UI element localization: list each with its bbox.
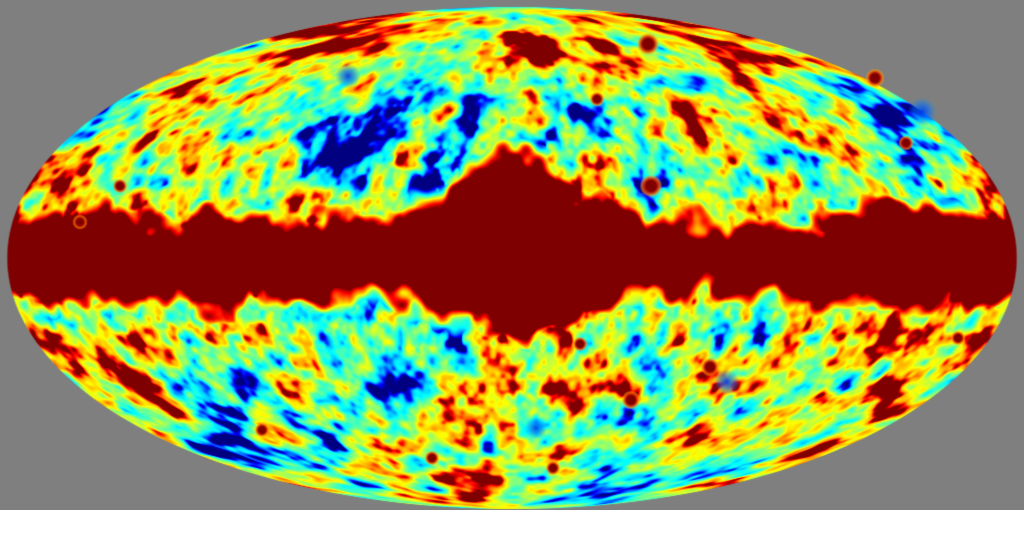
- mollweide-sky-map-canvas: [0, 0, 1024, 510]
- colorbar-strip: -2.1e+02-2.0e+02 2.0e+024.7e+04: [0, 510, 1024, 535]
